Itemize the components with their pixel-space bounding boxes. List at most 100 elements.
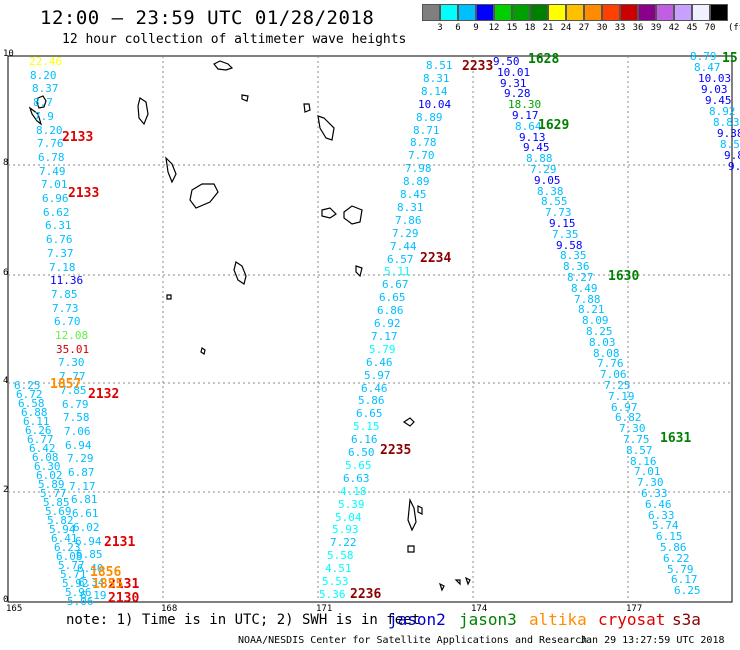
wave-height-label: 6.46 [645,498,672,511]
wave-height-label: 7.44 [390,240,417,253]
wave-height-label: 6.76 [46,233,73,246]
wave-height-label: 7.22 [330,536,357,549]
wave-height-label: 6.86 [377,304,404,317]
wave-height-label: 8.64 [515,120,542,133]
island-outline [321,207,337,219]
wave-height-label: 7.75 [623,433,650,446]
wave-height-label: 8.09 [582,314,609,327]
wave-height-label: 8.7 [33,96,53,109]
wave-height-label: 6.67 [382,278,409,291]
wave-height-label: 8.79 [690,50,717,63]
wave-height-label: 6.61 [72,507,99,520]
map-subtitle: 12 hour collection of altimeter wave hei… [62,32,407,47]
wave-height-label: 10.04 [418,98,452,111]
wave-height-label: 9.50 [493,55,520,68]
pass-id-label: 2132 [88,387,120,402]
pass-id-label: 1630 [608,269,640,284]
wave-height-label: 5.86 [660,541,687,554]
wave-height-label: 7.9 [34,110,54,123]
wave-height-label: 5.53 [322,575,349,588]
wave-height-label: 6.65 [356,407,383,420]
y-tick-label: 8 [3,158,9,168]
wave-height-label: 7.29 [67,452,94,465]
pass-id-label: 2236 [350,587,382,602]
wave-height-label: 6.92 [374,317,401,330]
wave-height-label: 6.78 [38,151,65,164]
island-outline [402,417,415,427]
wave-height-label: 6.25 [674,584,701,597]
wave-height-label: 5.69 [45,505,72,518]
legend-swatch [692,4,710,21]
wave-height-label: 12.08 [55,329,89,342]
legend-label: 45 [686,23,698,33]
wave-height-label: 5.94 [49,523,76,536]
satellite-name: cryosat [598,610,666,629]
wave-height-label: 6.70 [54,315,81,328]
wave-height-label: 9.31 [500,77,527,90]
wave-height-label: 5.58 [327,549,354,562]
wave-height-label: 7.01 [41,178,68,191]
wave-height-label: 8.36 [563,260,590,273]
wave-height-label: 6.23 [54,541,81,554]
x-tick-label: 174 [471,604,488,614]
wave-height-label: 7.58 [63,411,90,424]
wave-height-label: 8.89 [403,175,430,188]
legend-label: 70 [704,23,716,33]
wave-height-label: 6.34 [78,576,105,589]
island-outline [137,97,149,126]
wave-height-label: 6.46 [361,382,388,395]
wave-height-label: 8.35 [560,249,587,262]
wave-height-label: 7.73 [545,206,572,219]
wave-height-label: 5.79 [369,343,396,356]
wave-height-label: 6.16 [351,433,378,446]
wave-height-label: 6.57 [387,253,414,266]
wave-height-label: 10.01 [497,66,531,79]
wave-height-label: 7.49 [39,165,66,178]
island-outline [28,106,43,126]
wave-height-label: 8.38 [537,185,564,198]
legend-label: 24 [560,23,572,33]
wave-height-label: 8.92 [709,105,736,118]
wave-height-label: 5.77 [58,559,85,572]
x-tick-label: 168 [161,604,178,614]
y-tick-label: 6 [3,268,9,278]
wave-height-label: 8.14 [421,85,448,98]
legend-swatch [710,4,728,21]
wave-height-label: 11.36 [50,274,84,287]
legend-label: 15 [506,23,518,33]
wave-height-label: 8.55 [541,195,568,208]
wave-height-label: 7.35 [552,228,579,241]
island-outline [189,183,219,209]
wave-height-label: 8.16 [630,455,657,468]
y-tick-label: 10 [3,49,14,59]
wave-height-label: 9.38 [717,127,740,140]
wave-height-label: 5.15 [353,420,380,433]
legend-label: 18 [524,23,536,33]
pass-id-label: 1628 [528,52,560,67]
y-tick-label: 2 [3,485,9,495]
wave-height-label: 6.02 [36,469,63,482]
pass-id-label: 2133 [62,130,94,145]
wave-height-label: 8.21 [578,303,605,316]
wave-height-label: 6.19 [80,589,107,602]
wave-height-label: 6.50 [348,446,375,459]
wave-height-label: 7.98 [405,162,432,175]
map-title: 12:00 – 23:59 UTC 01/28/2018 [40,7,375,29]
wave-height-label: 7.17 [69,480,96,493]
wave-height-label: 7.30 [58,356,85,369]
legend-swatch [674,4,692,21]
wave-height-label: 7.17 [371,330,398,343]
wave-height-label: 7.19 [608,390,635,403]
x-tick-label: 177 [626,604,643,614]
wave-height-label: 7.30 [637,476,664,489]
wave-height-label: 6.87 [68,466,95,479]
wave-height-label: 9.28 [504,87,531,100]
wave-height-label: 8.83 [713,116,740,129]
wave-height-label: 9.7 [728,160,740,173]
wave-height-label: 6.17 [671,573,698,586]
wave-height-label: 9.58 [556,239,583,252]
wave-height-label: 8.49 [571,282,598,295]
island-outline [355,265,363,278]
wave-height-label: 6.58 [18,397,45,410]
